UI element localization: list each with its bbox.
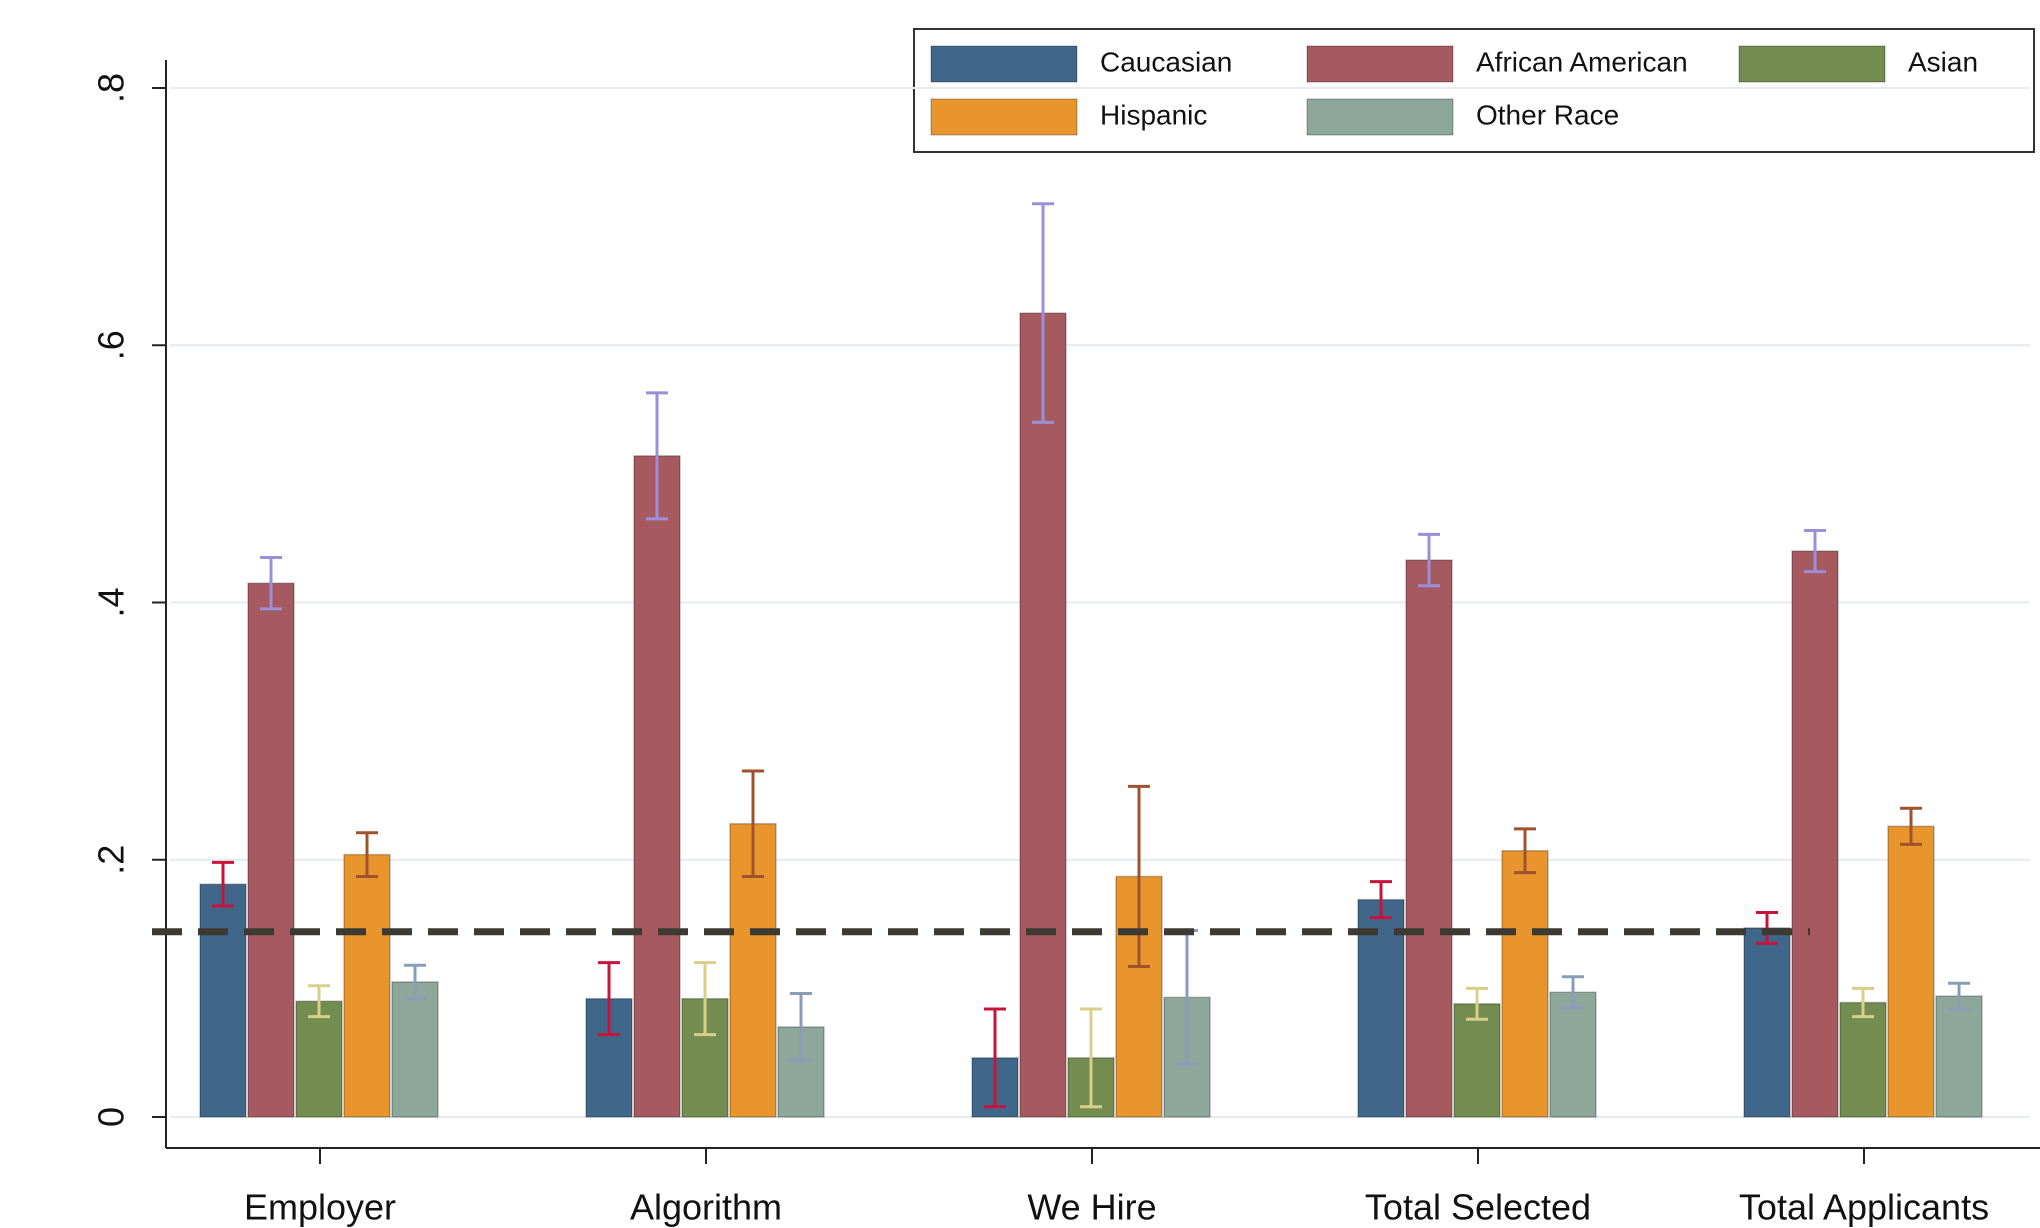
y-tick-label: 0 (91, 1107, 132, 1127)
error-bar (742, 769, 764, 878)
error-bar (984, 1007, 1006, 1109)
error-bar (1466, 986, 1488, 1021)
legend-swatch (930, 98, 1078, 136)
legend-swatch (1306, 45, 1454, 83)
legend-swatch (1306, 98, 1454, 136)
bar (1453, 1003, 1501, 1118)
error-bar (356, 831, 378, 878)
legend-label: Other Race (1476, 99, 1619, 130)
bar (1019, 312, 1067, 1118)
bar (1501, 849, 1549, 1118)
error-bar (1948, 981, 1970, 1011)
bar (391, 981, 439, 1118)
error-bar (1562, 975, 1584, 1010)
bar (1743, 927, 1791, 1118)
error-bar (1080, 1007, 1102, 1109)
x-tick-label: We Hire (1027, 1187, 1156, 1228)
error-bar (1418, 532, 1440, 588)
error-bar (1370, 880, 1392, 920)
legend-label: Hispanic (1100, 99, 1207, 130)
x-tick-label: Employer (244, 1187, 396, 1228)
legend-label: Caucasian (1100, 46, 1232, 77)
bar (1791, 550, 1839, 1118)
legend-swatch (930, 45, 1078, 83)
x-tick-label: Total Applicants (1739, 1187, 1989, 1228)
y-tick-label: .8 (91, 73, 132, 103)
y-tick-label: .4 (91, 587, 132, 617)
bar (199, 883, 247, 1118)
bar (633, 455, 681, 1118)
error-bar (1852, 986, 1874, 1019)
x-tick-label: Algorithm (630, 1187, 782, 1228)
y-tick-label: .2 (91, 845, 132, 875)
x-tick-label: Total Selected (1365, 1187, 1591, 1228)
error-bar (1032, 202, 1054, 424)
error-bar (1804, 528, 1826, 574)
bar (1405, 559, 1453, 1118)
error-bar (212, 860, 234, 908)
error-bar (1514, 827, 1536, 875)
bar (1887, 825, 1935, 1118)
y-tick-label: .6 (91, 330, 132, 360)
error-bar (790, 992, 812, 1062)
error-bar (1128, 784, 1150, 969)
bar (1839, 1001, 1887, 1118)
legend-label: Asian (1908, 46, 1978, 77)
error-bar (598, 961, 620, 1037)
error-bar (404, 963, 426, 1001)
bar (1935, 995, 1983, 1118)
legend-label: African American (1476, 46, 1688, 77)
bar (1549, 991, 1597, 1118)
error-bar (1900, 806, 1922, 846)
bar (247, 582, 295, 1118)
error-bar (308, 984, 330, 1019)
error-bar (1756, 910, 1778, 945)
legend-swatch (1738, 45, 1886, 83)
bar (343, 853, 391, 1118)
bar (295, 1000, 343, 1118)
error-bar (694, 961, 716, 1037)
error-bar (260, 555, 282, 611)
error-bar (646, 391, 668, 521)
